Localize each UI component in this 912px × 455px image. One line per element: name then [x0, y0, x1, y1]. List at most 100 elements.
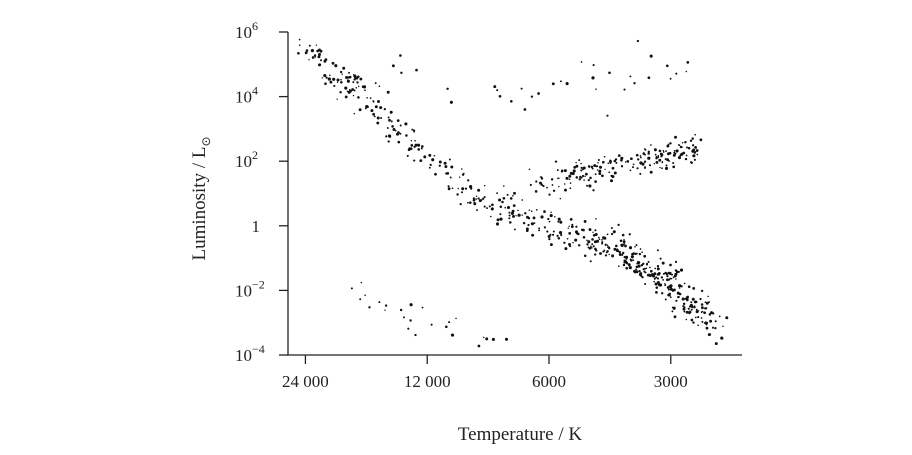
data-point — [539, 181, 542, 185]
data-point — [339, 70, 343, 74]
data-point — [464, 187, 468, 190]
data-point — [689, 139, 693, 142]
data-point — [589, 176, 592, 180]
data-point — [667, 143, 670, 146]
data-point — [615, 244, 618, 248]
data-point — [475, 198, 477, 200]
data-point — [679, 154, 682, 157]
data-point — [619, 239, 623, 243]
data-point — [591, 243, 594, 246]
data-point — [320, 59, 322, 62]
data-point — [662, 279, 664, 281]
data-point — [657, 154, 660, 157]
x-axis-ticks: 24 000 12 000 6000 3000 — [282, 355, 688, 391]
data-point — [667, 278, 670, 281]
data-point — [583, 219, 587, 223]
data-point — [450, 165, 454, 169]
data-point — [669, 287, 673, 291]
data-point — [530, 222, 534, 226]
data-point — [495, 222, 500, 226]
data-point — [696, 153, 699, 156]
data-point — [705, 301, 709, 305]
data-point — [410, 140, 413, 142]
data-point — [496, 218, 500, 222]
data-point — [546, 230, 549, 233]
x-tick-label: 3000 — [654, 372, 688, 391]
data-point — [548, 237, 551, 241]
data-point — [595, 165, 599, 168]
data-point — [587, 246, 590, 249]
data-point — [336, 81, 339, 84]
data-point — [414, 140, 416, 142]
data-point — [321, 77, 324, 79]
data-point — [598, 165, 603, 169]
data-point — [625, 255, 627, 258]
y-tick-label: 10−2 — [235, 277, 265, 300]
data-point — [691, 305, 694, 309]
data-point — [567, 227, 570, 229]
data-point — [353, 74, 357, 78]
data-point — [590, 165, 594, 169]
x-axis-label: Temperature / K — [458, 424, 583, 445]
data-point — [556, 169, 559, 172]
data-point — [615, 161, 618, 164]
data-point — [668, 159, 670, 162]
data-point — [508, 217, 511, 220]
data-point — [410, 144, 413, 147]
data-point — [568, 232, 572, 235]
data-point — [595, 88, 597, 90]
data-point — [690, 308, 693, 311]
data-point — [341, 73, 343, 75]
data-point — [358, 108, 362, 112]
data-point — [588, 247, 591, 250]
data-point — [568, 174, 572, 178]
data-point — [606, 114, 609, 117]
data-point — [632, 166, 634, 169]
data-point — [676, 270, 679, 274]
data-point — [527, 223, 530, 227]
data-point — [668, 151, 672, 155]
data-point — [352, 94, 355, 97]
data-point — [669, 273, 672, 276]
data-point — [580, 166, 583, 169]
data-point — [329, 80, 333, 84]
data-point — [336, 98, 338, 100]
data-point — [628, 266, 632, 270]
data-point — [490, 207, 494, 211]
data-point — [685, 310, 689, 314]
data-point — [458, 176, 461, 178]
data-point — [700, 317, 703, 319]
data-point — [695, 149, 699, 152]
data-point — [594, 233, 598, 236]
data-point — [683, 310, 686, 313]
data-point — [557, 220, 560, 223]
data-point — [569, 218, 573, 221]
data-point — [393, 128, 396, 130]
data-point — [580, 61, 583, 63]
data-point — [344, 86, 348, 90]
data-point — [646, 262, 649, 265]
data-point — [428, 166, 431, 169]
data-point — [720, 336, 724, 340]
data-point — [707, 295, 709, 298]
data-point — [674, 152, 677, 155]
data-point — [550, 211, 552, 213]
data-point — [617, 265, 620, 268]
data-point — [378, 85, 381, 88]
data-point — [353, 89, 356, 92]
data-point — [491, 337, 495, 341]
data-point — [583, 179, 585, 181]
data-point — [609, 160, 612, 163]
data-point — [568, 242, 571, 246]
data-point — [353, 112, 356, 115]
data-point — [499, 213, 502, 216]
data-point — [508, 214, 511, 217]
data-point — [669, 142, 672, 145]
data-point — [530, 210, 533, 212]
data-point — [396, 119, 400, 122]
data-point — [617, 223, 620, 227]
data-point — [622, 240, 626, 244]
data-point — [485, 337, 489, 341]
data-point — [662, 149, 665, 152]
data-point — [610, 226, 613, 230]
